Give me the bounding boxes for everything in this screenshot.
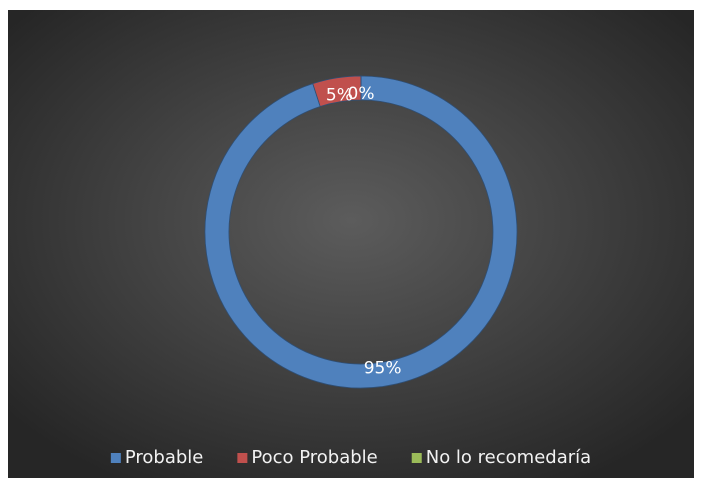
legend-swatch: [411, 453, 422, 463]
data-label: 5%: [326, 86, 353, 106]
legend-label: No lo recomedaría: [426, 447, 591, 468]
data-label: 95%: [364, 358, 402, 378]
donut-slice: [204, 75, 518, 389]
legend-label: Poco Probable: [251, 447, 377, 468]
legend-label: Probable: [125, 447, 204, 468]
data-label: 0%: [348, 84, 375, 104]
legend-swatch: [110, 453, 121, 463]
legend-swatch: [237, 453, 248, 463]
